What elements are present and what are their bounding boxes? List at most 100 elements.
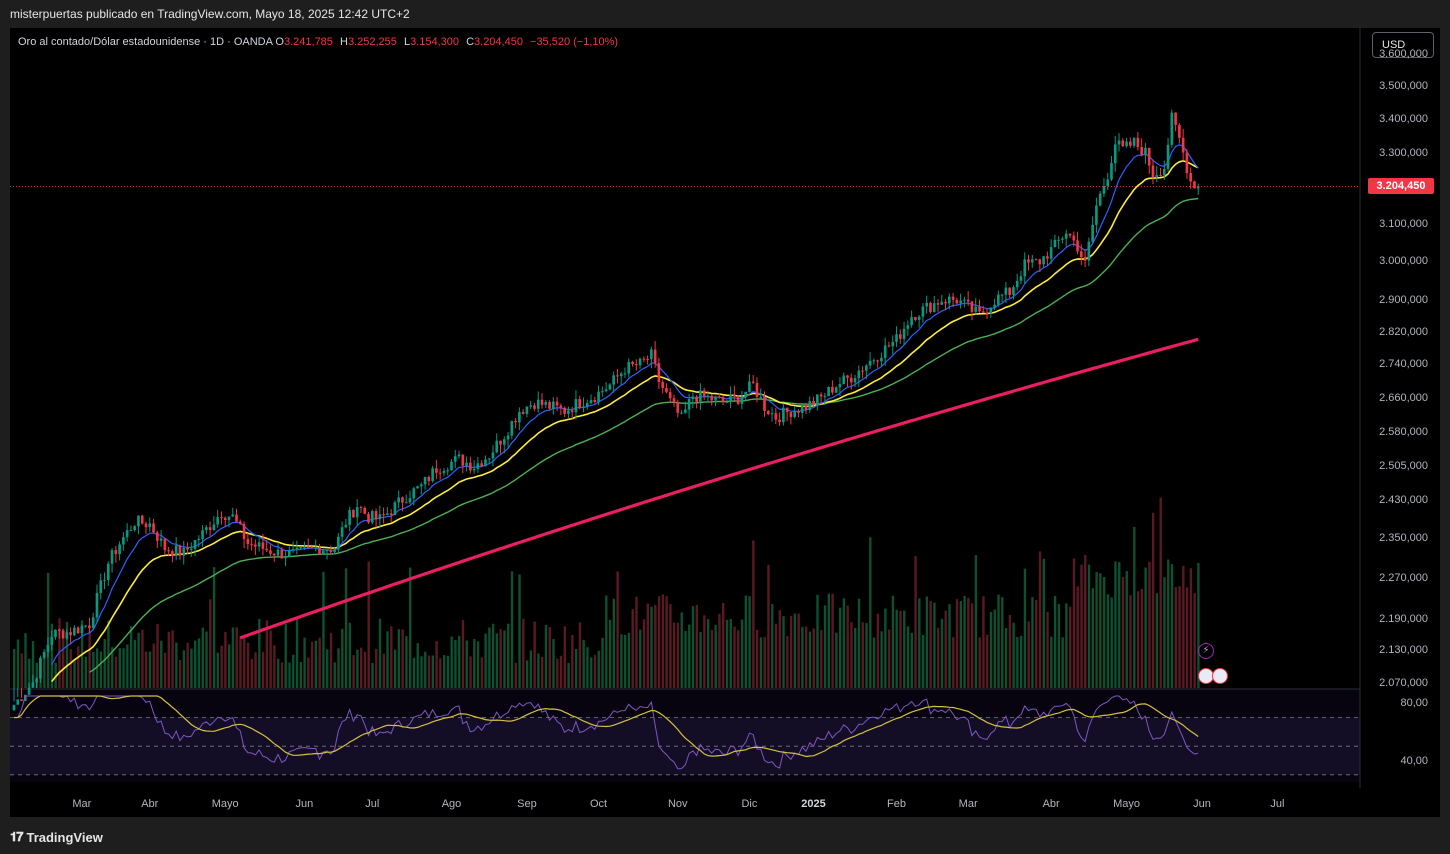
publish-header: misterpuertas publicado en TradingView.c…: [0, 0, 1450, 28]
volume-bar: [970, 603, 974, 688]
candle-body: [438, 472, 442, 474]
currency-button[interactable]: USD: [1372, 32, 1434, 58]
volume-bar: [265, 620, 269, 688]
candle-body: [167, 550, 170, 552]
candle-body: [797, 411, 800, 413]
candle-body: [525, 406, 529, 414]
volume-bar: [937, 627, 940, 688]
candle-body: [265, 548, 269, 551]
volume-bar: [929, 600, 932, 688]
candle-body: [710, 395, 714, 401]
volume-bar: [1197, 563, 1200, 688]
volume-bar: [1035, 600, 1038, 688]
volume-bar: [1031, 597, 1034, 688]
volume-bar: [1110, 597, 1113, 688]
candle-body: [122, 537, 125, 545]
candle-body: [808, 400, 812, 411]
volume-bar: [1001, 597, 1004, 688]
time-tick-label: Mayo: [1113, 798, 1141, 810]
candle-body: [363, 507, 367, 514]
candle-body: [778, 419, 781, 423]
candle-body: [540, 399, 544, 405]
candle-body: [174, 545, 178, 556]
candle-body: [868, 360, 872, 366]
dividend-event-icon[interactable]: ⚡: [1198, 643, 1214, 659]
candle-body: [744, 391, 747, 397]
volume-bar: [1095, 571, 1098, 688]
volume-bar: [31, 641, 35, 688]
volume-bar: [1163, 577, 1166, 688]
tradingview-logo[interactable]: 𝟏𝟕 TradingView: [10, 829, 103, 845]
candle-body: [442, 470, 446, 474]
volume-bar: [122, 648, 125, 688]
volume-bar: [982, 596, 985, 688]
chart-canvas[interactable]: [10, 28, 1440, 817]
volume-bar: [129, 626, 133, 688]
candle-body: [604, 389, 608, 392]
time-tick-label: Jul: [1270, 798, 1285, 810]
volume-bar: [450, 636, 453, 688]
volume-bar: [631, 609, 634, 688]
candle-body: [280, 549, 284, 559]
volume-bar: [141, 629, 144, 688]
volume-bar: [416, 643, 419, 688]
us-flag-icon-2[interactable]: [1212, 668, 1228, 684]
candle-body: [944, 301, 947, 304]
candle-body: [261, 542, 265, 549]
volume-bar: [620, 634, 623, 688]
volume-bar: [710, 629, 714, 688]
volume-bar: [1042, 558, 1045, 688]
candle-body: [665, 387, 668, 393]
candle-body: [257, 542, 261, 547]
candle-body: [736, 395, 740, 404]
candle-body: [238, 521, 242, 524]
volume-bar: [578, 622, 582, 688]
volume-bar: [805, 626, 808, 688]
candle-body: [502, 439, 506, 445]
candle-body: [661, 382, 665, 388]
chart-frame[interactable]: Oro al contado/Dólar estadounidense · 1D…: [10, 28, 1440, 817]
volume-bar: [593, 654, 597, 688]
volume-bar: [329, 633, 333, 688]
volume-bar: [246, 642, 250, 688]
time-tick-label: Nov: [667, 798, 688, 810]
candle-body: [42, 652, 46, 658]
candle-body: [370, 511, 374, 523]
volume-bar: [684, 630, 687, 688]
candle-body: [103, 579, 106, 581]
candle-body: [1189, 173, 1193, 182]
volume-bar: [1061, 637, 1064, 688]
volume-bar: [258, 618, 261, 688]
volume-bar: [1065, 603, 1068, 688]
time-tick-label: Sep: [517, 798, 537, 810]
volume-bar: [857, 598, 861, 688]
candle-body: [189, 548, 193, 550]
candle-body: [1110, 163, 1113, 180]
candle-body: [932, 303, 936, 313]
volume-bar: [1019, 635, 1023, 688]
volume-bar: [997, 594, 1000, 688]
volume-bar: [1170, 564, 1174, 688]
volume-bar: [605, 595, 608, 688]
candle-body: [337, 536, 340, 550]
candle-body: [804, 405, 808, 411]
candle-body: [408, 498, 412, 503]
time-tick-label: Mar: [958, 798, 978, 810]
candle-body: [981, 311, 985, 313]
candle-body: [740, 396, 744, 404]
candle-body: [827, 386, 830, 397]
candle-body: [171, 551, 174, 556]
candle-body: [510, 420, 514, 436]
candle-body: [129, 530, 133, 532]
volume-bar: [243, 634, 246, 688]
candle-body: [310, 547, 314, 549]
candle-body: [857, 370, 861, 379]
volume-bar: [401, 629, 404, 688]
candle-body: [1159, 175, 1162, 177]
rsi-line: [14, 695, 1199, 770]
volume-bar: [1057, 604, 1061, 688]
candle-body: [536, 399, 540, 409]
volume-bar: [442, 655, 446, 688]
candle-body: [714, 396, 717, 401]
volume-bar: [518, 574, 521, 688]
